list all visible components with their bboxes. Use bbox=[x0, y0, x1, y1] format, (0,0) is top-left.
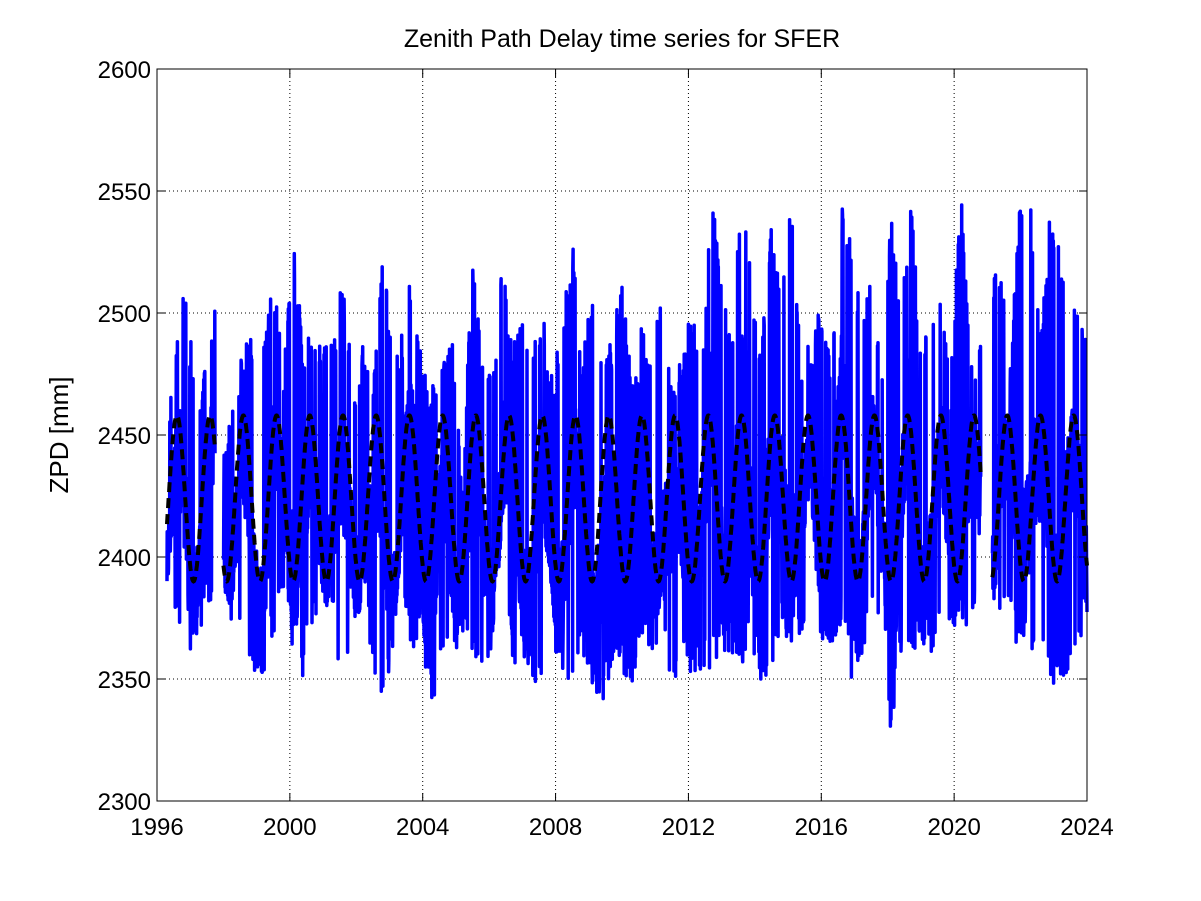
y-tick-label: 2550 bbox=[98, 179, 151, 206]
y-axis-label: ZPD [mm] bbox=[44, 377, 74, 494]
y-tick-label: 2400 bbox=[98, 545, 151, 572]
axis-ticks: 1996 2000 2004 2008 2012 2016 2020 2024 2300 2350… bbox=[98, 57, 1114, 841]
fitted-seasonal-curve bbox=[165, 413, 1089, 584]
fitted-curve-segment bbox=[221, 413, 983, 584]
fitted-curve-segment bbox=[165, 413, 218, 584]
y-tick-label: 2350 bbox=[98, 667, 151, 694]
x-tick-label: 2012 bbox=[662, 814, 715, 841]
y-tick-label: 2500 bbox=[98, 301, 151, 328]
x-tick-label: 2008 bbox=[529, 814, 582, 841]
x-tick-label: 2004 bbox=[396, 814, 449, 841]
y-tick-label: 2300 bbox=[98, 789, 151, 816]
x-tick-label: 2024 bbox=[1060, 814, 1113, 841]
x-tick-label: 2000 bbox=[263, 814, 316, 841]
fitted-curve-segment bbox=[990, 413, 1089, 584]
x-tick-label: 2016 bbox=[795, 814, 848, 841]
chart-title: Zenith Path Delay time series for SFER bbox=[404, 25, 840, 53]
x-tick-label: 2020 bbox=[927, 814, 980, 841]
y-tick-label: 2600 bbox=[98, 57, 151, 84]
x-tick-label: 1996 bbox=[130, 814, 183, 841]
y-tick-label: 2450 bbox=[98, 423, 151, 450]
